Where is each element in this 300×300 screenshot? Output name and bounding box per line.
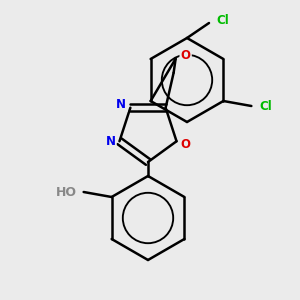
Text: Cl: Cl [217, 14, 230, 26]
Text: O: O [181, 138, 190, 151]
Text: Cl: Cl [259, 100, 272, 112]
Text: HO: HO [56, 185, 77, 199]
Text: N: N [116, 98, 126, 111]
Text: O: O [181, 49, 190, 62]
Text: N: N [106, 135, 116, 148]
